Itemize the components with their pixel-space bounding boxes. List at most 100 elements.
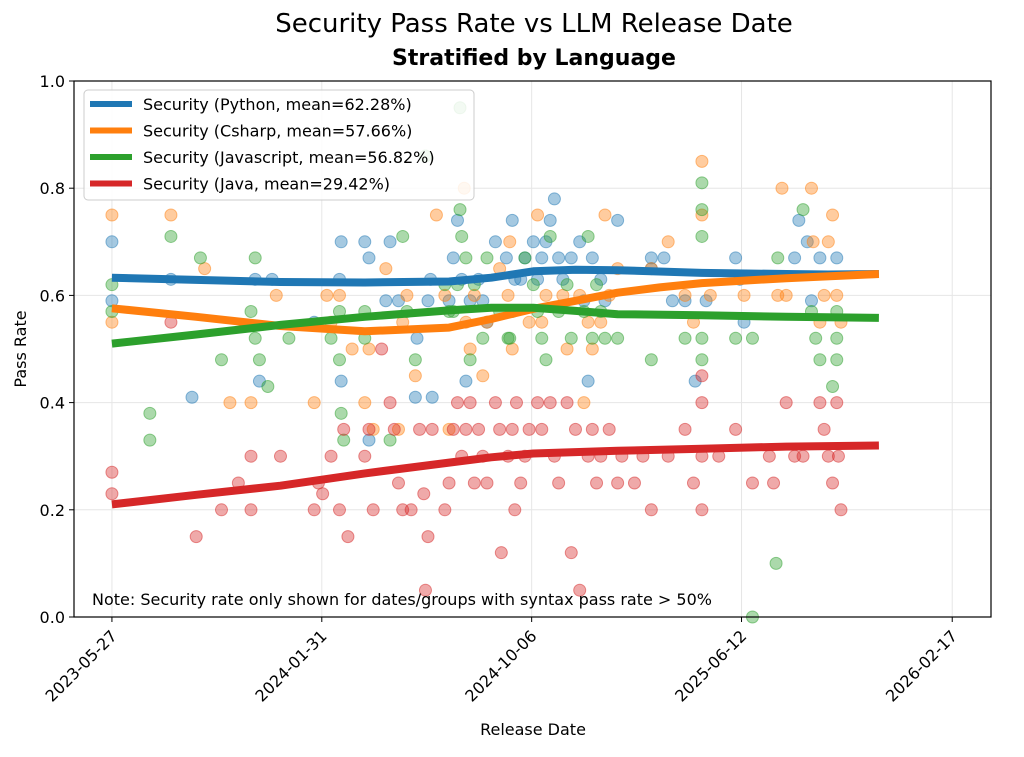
- data-point-python: [526, 235, 540, 249]
- data-point-csharp: [535, 315, 549, 329]
- data-point-python: [362, 433, 376, 447]
- data-point-java: [421, 530, 435, 544]
- data-point-java: [413, 422, 427, 436]
- data-point-java: [762, 449, 776, 463]
- data-point-python: [585, 251, 599, 265]
- data-point-java: [585, 422, 599, 436]
- data-point-csharp: [577, 396, 591, 410]
- legend-label-csharp: Security (Csharp, mean=57.66%): [143, 122, 412, 141]
- data-point-python: [804, 294, 818, 308]
- data-point-java: [505, 422, 519, 436]
- data-point-javascript: [396, 229, 410, 243]
- data-point-javascript: [695, 176, 709, 190]
- data-point-javascript: [463, 353, 477, 367]
- data-point-java: [514, 476, 528, 490]
- data-point-javascript: [248, 331, 262, 345]
- data-point-csharp: [379, 262, 393, 276]
- data-point-java: [644, 503, 658, 517]
- data-point-javascript: [164, 229, 178, 243]
- data-point-python: [535, 251, 549, 265]
- data-point-java: [480, 476, 494, 490]
- data-point-csharp: [703, 288, 717, 302]
- data-point-java: [564, 546, 578, 560]
- data-point-javascript: [193, 251, 207, 265]
- data-point-java: [552, 476, 566, 490]
- legend-label-python: Security (Python, mean=62.28%): [143, 95, 412, 114]
- data-point-java: [488, 396, 502, 410]
- data-point-csharp: [531, 208, 545, 222]
- chart-subtitle: Stratified by Language: [392, 46, 676, 71]
- y-tick-label: 1.0: [40, 72, 65, 91]
- data-point-csharp: [332, 288, 346, 302]
- data-point-javascript: [244, 304, 258, 318]
- x-tick-label: 2024-10-06: [461, 626, 540, 705]
- data-point-python: [383, 235, 397, 249]
- data-point-csharp: [695, 208, 709, 222]
- data-point-csharp: [804, 181, 818, 195]
- data-point-java: [417, 487, 431, 501]
- x-axis-label: Release Date: [480, 720, 586, 739]
- data-point-javascript: [590, 278, 604, 292]
- data-point-csharp: [581, 315, 595, 329]
- data-point-python: [543, 213, 557, 227]
- data-point-python: [379, 294, 393, 308]
- data-point-javascript: [214, 353, 228, 367]
- data-point-csharp: [598, 208, 612, 222]
- data-point-javascript: [826, 380, 840, 394]
- data-point-javascript: [503, 331, 517, 345]
- data-point-python: [334, 235, 348, 249]
- data-point-javascript: [729, 331, 743, 345]
- data-point-java: [375, 342, 389, 356]
- data-point-javascript: [518, 251, 532, 265]
- data-point-java: [316, 487, 330, 501]
- data-point-java: [834, 503, 848, 517]
- data-point-javascript: [332, 353, 346, 367]
- data-point-javascript: [282, 331, 296, 345]
- data-point-csharp: [678, 288, 692, 302]
- data-point-javascript: [539, 353, 553, 367]
- data-point-python: [505, 213, 519, 227]
- data-point-java: [214, 503, 228, 517]
- x-tick-label: 2024-01-31: [251, 626, 330, 705]
- trend-line-javascript: [111, 303, 879, 348]
- data-point-csharp: [806, 235, 820, 249]
- data-point-python: [564, 251, 578, 265]
- data-point-csharp: [244, 396, 258, 410]
- data-point-csharp: [269, 288, 283, 302]
- data-point-python: [408, 390, 422, 404]
- y-tick-label: 0.0: [40, 608, 65, 627]
- chart-title: Security Pass Rate vs LLM Release Date: [275, 9, 793, 39]
- data-point-java: [404, 503, 418, 517]
- data-point-javascript: [695, 331, 709, 345]
- data-point-csharp: [358, 396, 372, 410]
- x-tick-label: 2025-06-12: [671, 626, 750, 705]
- data-point-java: [425, 422, 439, 436]
- data-point-csharp: [830, 288, 844, 302]
- data-point-csharp: [429, 208, 443, 222]
- data-point-java: [508, 503, 522, 517]
- data-point-javascript: [143, 433, 157, 447]
- data-point-java: [573, 583, 587, 597]
- data-point-csharp: [438, 288, 452, 302]
- data-point-java: [826, 476, 840, 490]
- data-point-java: [779, 396, 793, 410]
- data-point-csharp: [503, 235, 517, 249]
- data-point-csharp: [779, 288, 793, 302]
- data-point-java: [796, 449, 810, 463]
- data-point-javascript: [644, 353, 658, 367]
- data-point-java: [362, 422, 376, 436]
- data-point-csharp: [223, 396, 237, 410]
- data-point-java: [366, 503, 380, 517]
- data-point-javascript: [143, 406, 157, 420]
- data-point-java: [341, 530, 355, 544]
- data-point-csharp: [476, 369, 490, 383]
- data-point-javascript: [771, 251, 785, 265]
- data-point-csharp: [821, 235, 835, 249]
- data-point-csharp: [539, 288, 553, 302]
- data-point-csharp: [442, 422, 456, 436]
- data-point-python: [421, 294, 435, 308]
- data-point-python: [788, 251, 802, 265]
- data-point-javascript: [261, 380, 275, 394]
- data-point-python: [611, 213, 625, 227]
- legend: Security (Python, mean=62.28%) Security (…: [83, 89, 475, 201]
